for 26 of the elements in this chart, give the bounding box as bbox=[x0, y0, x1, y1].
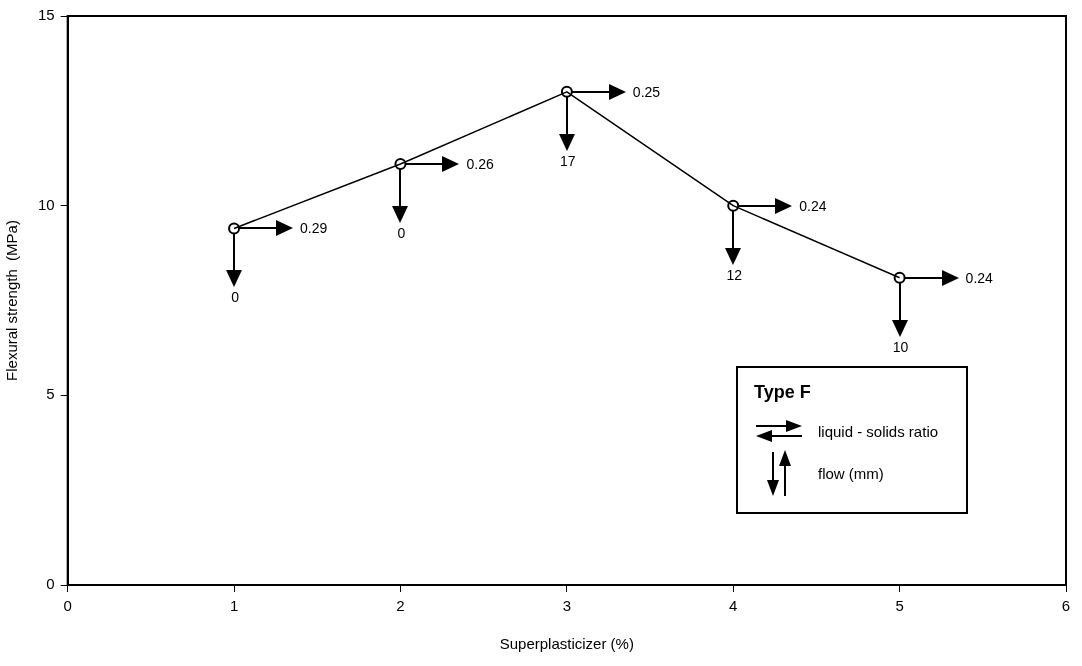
x-tick-label: 5 bbox=[895, 597, 904, 615]
annotation: 0.29 bbox=[300, 220, 328, 237]
y-tick-label: 5 bbox=[46, 385, 55, 403]
x-tick-label: 4 bbox=[729, 597, 738, 615]
y-axis-title: Flexural strength (MPa) bbox=[3, 220, 21, 381]
annotation: 10 bbox=[892, 338, 909, 355]
x-tick-label: 1 bbox=[229, 597, 239, 615]
annotation: 0.24 bbox=[965, 269, 994, 286]
x-tick-label: 2 bbox=[396, 597, 405, 615]
annotation: 0.24 bbox=[799, 197, 827, 214]
annotation: 0.26 bbox=[466, 155, 494, 172]
annotation: Type F bbox=[754, 382, 811, 403]
annotation: 0 bbox=[397, 224, 406, 241]
annotation: 12 bbox=[726, 266, 743, 283]
annotation: 0 bbox=[231, 289, 240, 306]
y-tick-label: 15 bbox=[38, 6, 55, 24]
x-tick-label: 0 bbox=[63, 597, 72, 615]
y-tick-label: 0 bbox=[46, 575, 55, 593]
y-tick-label: 10 bbox=[38, 195, 55, 213]
x-tick-label: 6 bbox=[1061, 597, 1071, 615]
annotation: flow (mm) bbox=[818, 464, 884, 482]
annotation: 0.25 bbox=[632, 83, 661, 100]
x-tick-label: 3 bbox=[562, 597, 572, 615]
annotation: liquid - solids ratio bbox=[818, 422, 939, 440]
x-axis-title: Superplasticizer (%) bbox=[499, 635, 634, 653]
annotation: 17 bbox=[560, 152, 576, 169]
